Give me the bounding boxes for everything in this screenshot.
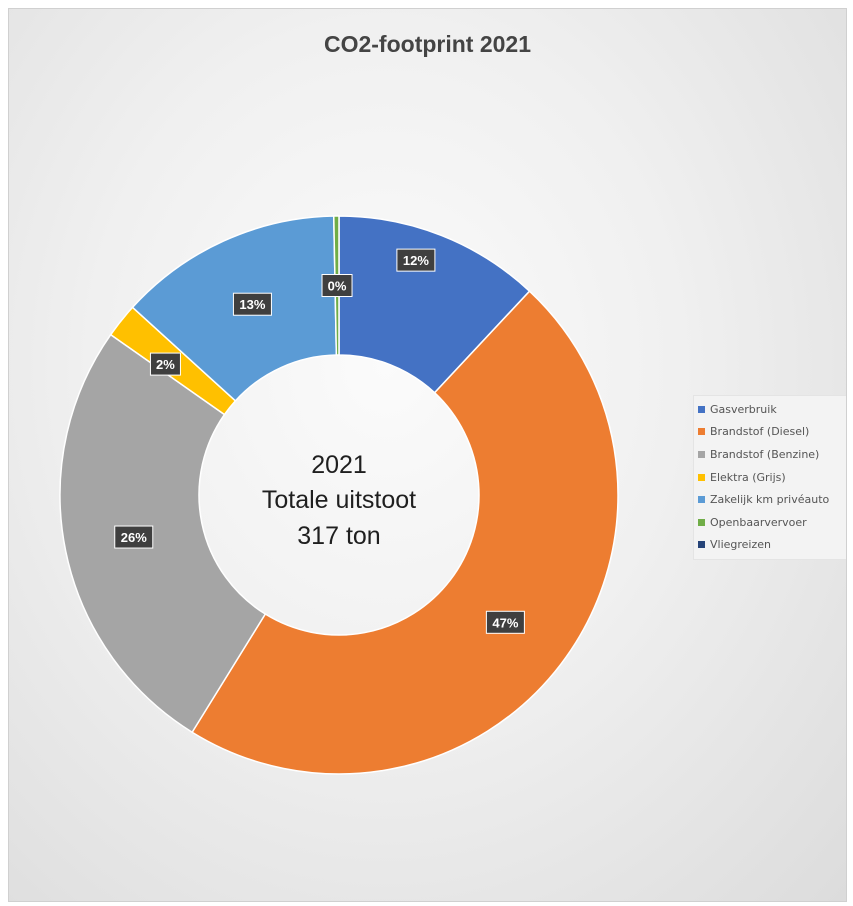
data-label-box <box>321 274 353 298</box>
legend-label: Openbaarvervoer <box>710 515 807 529</box>
data-label-text: 47% <box>492 615 518 630</box>
data-label-text: 26% <box>121 530 147 545</box>
data-label: 2% <box>149 352 181 376</box>
data-label-text: 2% <box>156 357 175 372</box>
legend-item: Vliegreizen <box>698 534 846 557</box>
chart-area: CO2-footprint 2021 2021 Totale uitstoot … <box>8 8 847 902</box>
legend-item: Elektra (Grijs) <box>698 466 846 489</box>
legend-swatch <box>698 518 705 526</box>
donut-slice-brandstof-diesel <box>191 290 619 775</box>
donut-slice-brandstof-benzine <box>59 333 267 734</box>
center-label-line-2: Totale uitstoot <box>262 486 416 514</box>
legend-swatch <box>698 473 705 481</box>
legend-swatch <box>698 450 705 458</box>
legend-label: Gasverbruik <box>710 402 777 416</box>
legend-item: Brandstof (Diesel) <box>698 421 846 444</box>
data-label-text: 13% <box>239 297 265 312</box>
data-label: 12% <box>396 248 436 272</box>
legend-item: Gasverbruik <box>698 398 846 421</box>
donut-slice-gasverbruik <box>338 215 531 394</box>
legend-label: Brandstof (Diesel) <box>710 425 810 439</box>
data-label-box <box>114 525 154 549</box>
legend-swatch <box>698 541 705 549</box>
donut-chart: 2021 Totale uitstoot 317 ton 12% 47% 26% 2%… <box>59 215 619 775</box>
chart-title: CO2-footprint 2021 <box>323 31 532 57</box>
data-label: 47% <box>485 610 525 634</box>
data-label: 26% <box>114 525 154 549</box>
legend: Gasverbruik Brandstof (Diesel) Brandstof (… <box>693 395 846 561</box>
data-label: 0% <box>321 274 353 298</box>
legend-swatch <box>698 405 705 413</box>
data-label-text: 12% <box>403 253 429 268</box>
legend-label: Elektra (Grijs) <box>710 470 786 484</box>
data-label-box <box>232 292 272 316</box>
legend-item: Openbaarvervoer <box>698 511 846 534</box>
data-label-text: 0% <box>328 279 347 294</box>
data-label-box <box>485 610 525 634</box>
data-label: 13% <box>232 292 272 316</box>
legend-label: Zakelijk km privéauto <box>710 493 830 507</box>
legend-item: Brandstof (Benzine) <box>698 443 846 466</box>
legend-label: Brandstof (Benzine) <box>710 447 820 461</box>
center-label: 2021 Totale uitstoot 317 ton <box>262 451 416 550</box>
data-label-box <box>396 248 436 272</box>
legend-swatch <box>698 428 705 436</box>
legend-item: Zakelijk km privéauto <box>698 488 846 511</box>
legend-swatch <box>698 496 705 504</box>
data-label-box <box>149 352 181 376</box>
center-label-line-1: 2021 <box>311 451 367 479</box>
legend-label: Vliegreizen <box>710 538 772 552</box>
center-label-line-3: 317 ton <box>297 522 380 550</box>
